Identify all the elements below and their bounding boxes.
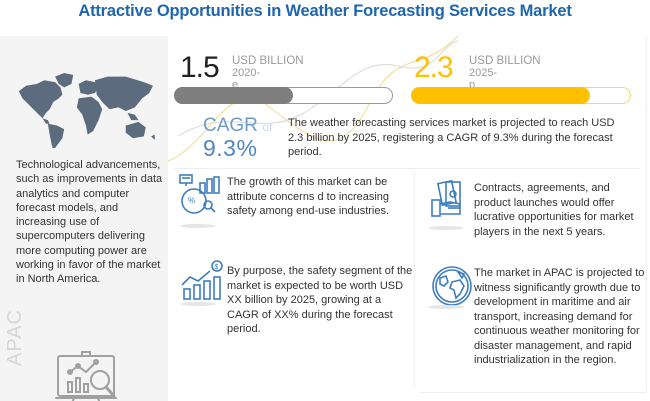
card-contracts: Contracts, agreements, and product launc… [474, 182, 634, 238]
icon-shadow [180, 224, 216, 228]
card-apac-growth: The market in APAC is projected to witne… [474, 267, 645, 366]
icon-shadow [428, 305, 464, 309]
projected-unit: USD BILLION [469, 55, 541, 67]
icon-shadow [180, 302, 216, 306]
projected-progress-bar [411, 87, 631, 104]
projected-value: 2.3 [414, 51, 454, 84]
divider [174, 168, 640, 169]
svg-text:%: % [188, 196, 195, 205]
current-year: 2020-e [232, 67, 261, 91]
growth-bars-dollar-icon: $ [181, 260, 223, 300]
left-panel: Technological advancements, such as impr… [0, 36, 168, 401]
svg-text:$: $ [215, 264, 219, 271]
card-growth-safety: The growth of this market can be attribu… [227, 176, 390, 217]
icon-shadow [428, 226, 464, 230]
card-safety-segment: By purpose, the safety segment of the ma… [227, 265, 413, 335]
current-progress-fill [174, 87, 294, 104]
cagr-label: CAGR [203, 115, 258, 136]
world-map-icon [18, 73, 155, 148]
cagr-of: of [262, 120, 273, 134]
analytics-presentation-icon [55, 351, 117, 401]
analytics-chart-icon: % [179, 174, 220, 214]
divider [420, 392, 646, 393]
current-progress-bar [174, 87, 393, 104]
projected-year: 2025-p [469, 67, 498, 91]
page-title: Attractive Opportunities in Weather Fore… [78, 2, 572, 20]
cagr-block: CAGR of 9.3% [203, 115, 273, 161]
current-value: 1.5 [180, 51, 220, 84]
globe-icon [432, 266, 472, 306]
money-hand-icon [431, 179, 461, 217]
divider [414, 172, 415, 388]
divider [646, 36, 647, 391]
cagr-description: The weather forecasting services market … [288, 117, 615, 158]
current-unit: USD BILLION [232, 55, 304, 67]
north-america-insight: Technological advancements, such as impr… [16, 159, 163, 286]
projected-progress-fill [411, 87, 590, 104]
apac-vertical-label: APAC [4, 309, 26, 366]
cagr-value: 9.3% [203, 135, 258, 161]
